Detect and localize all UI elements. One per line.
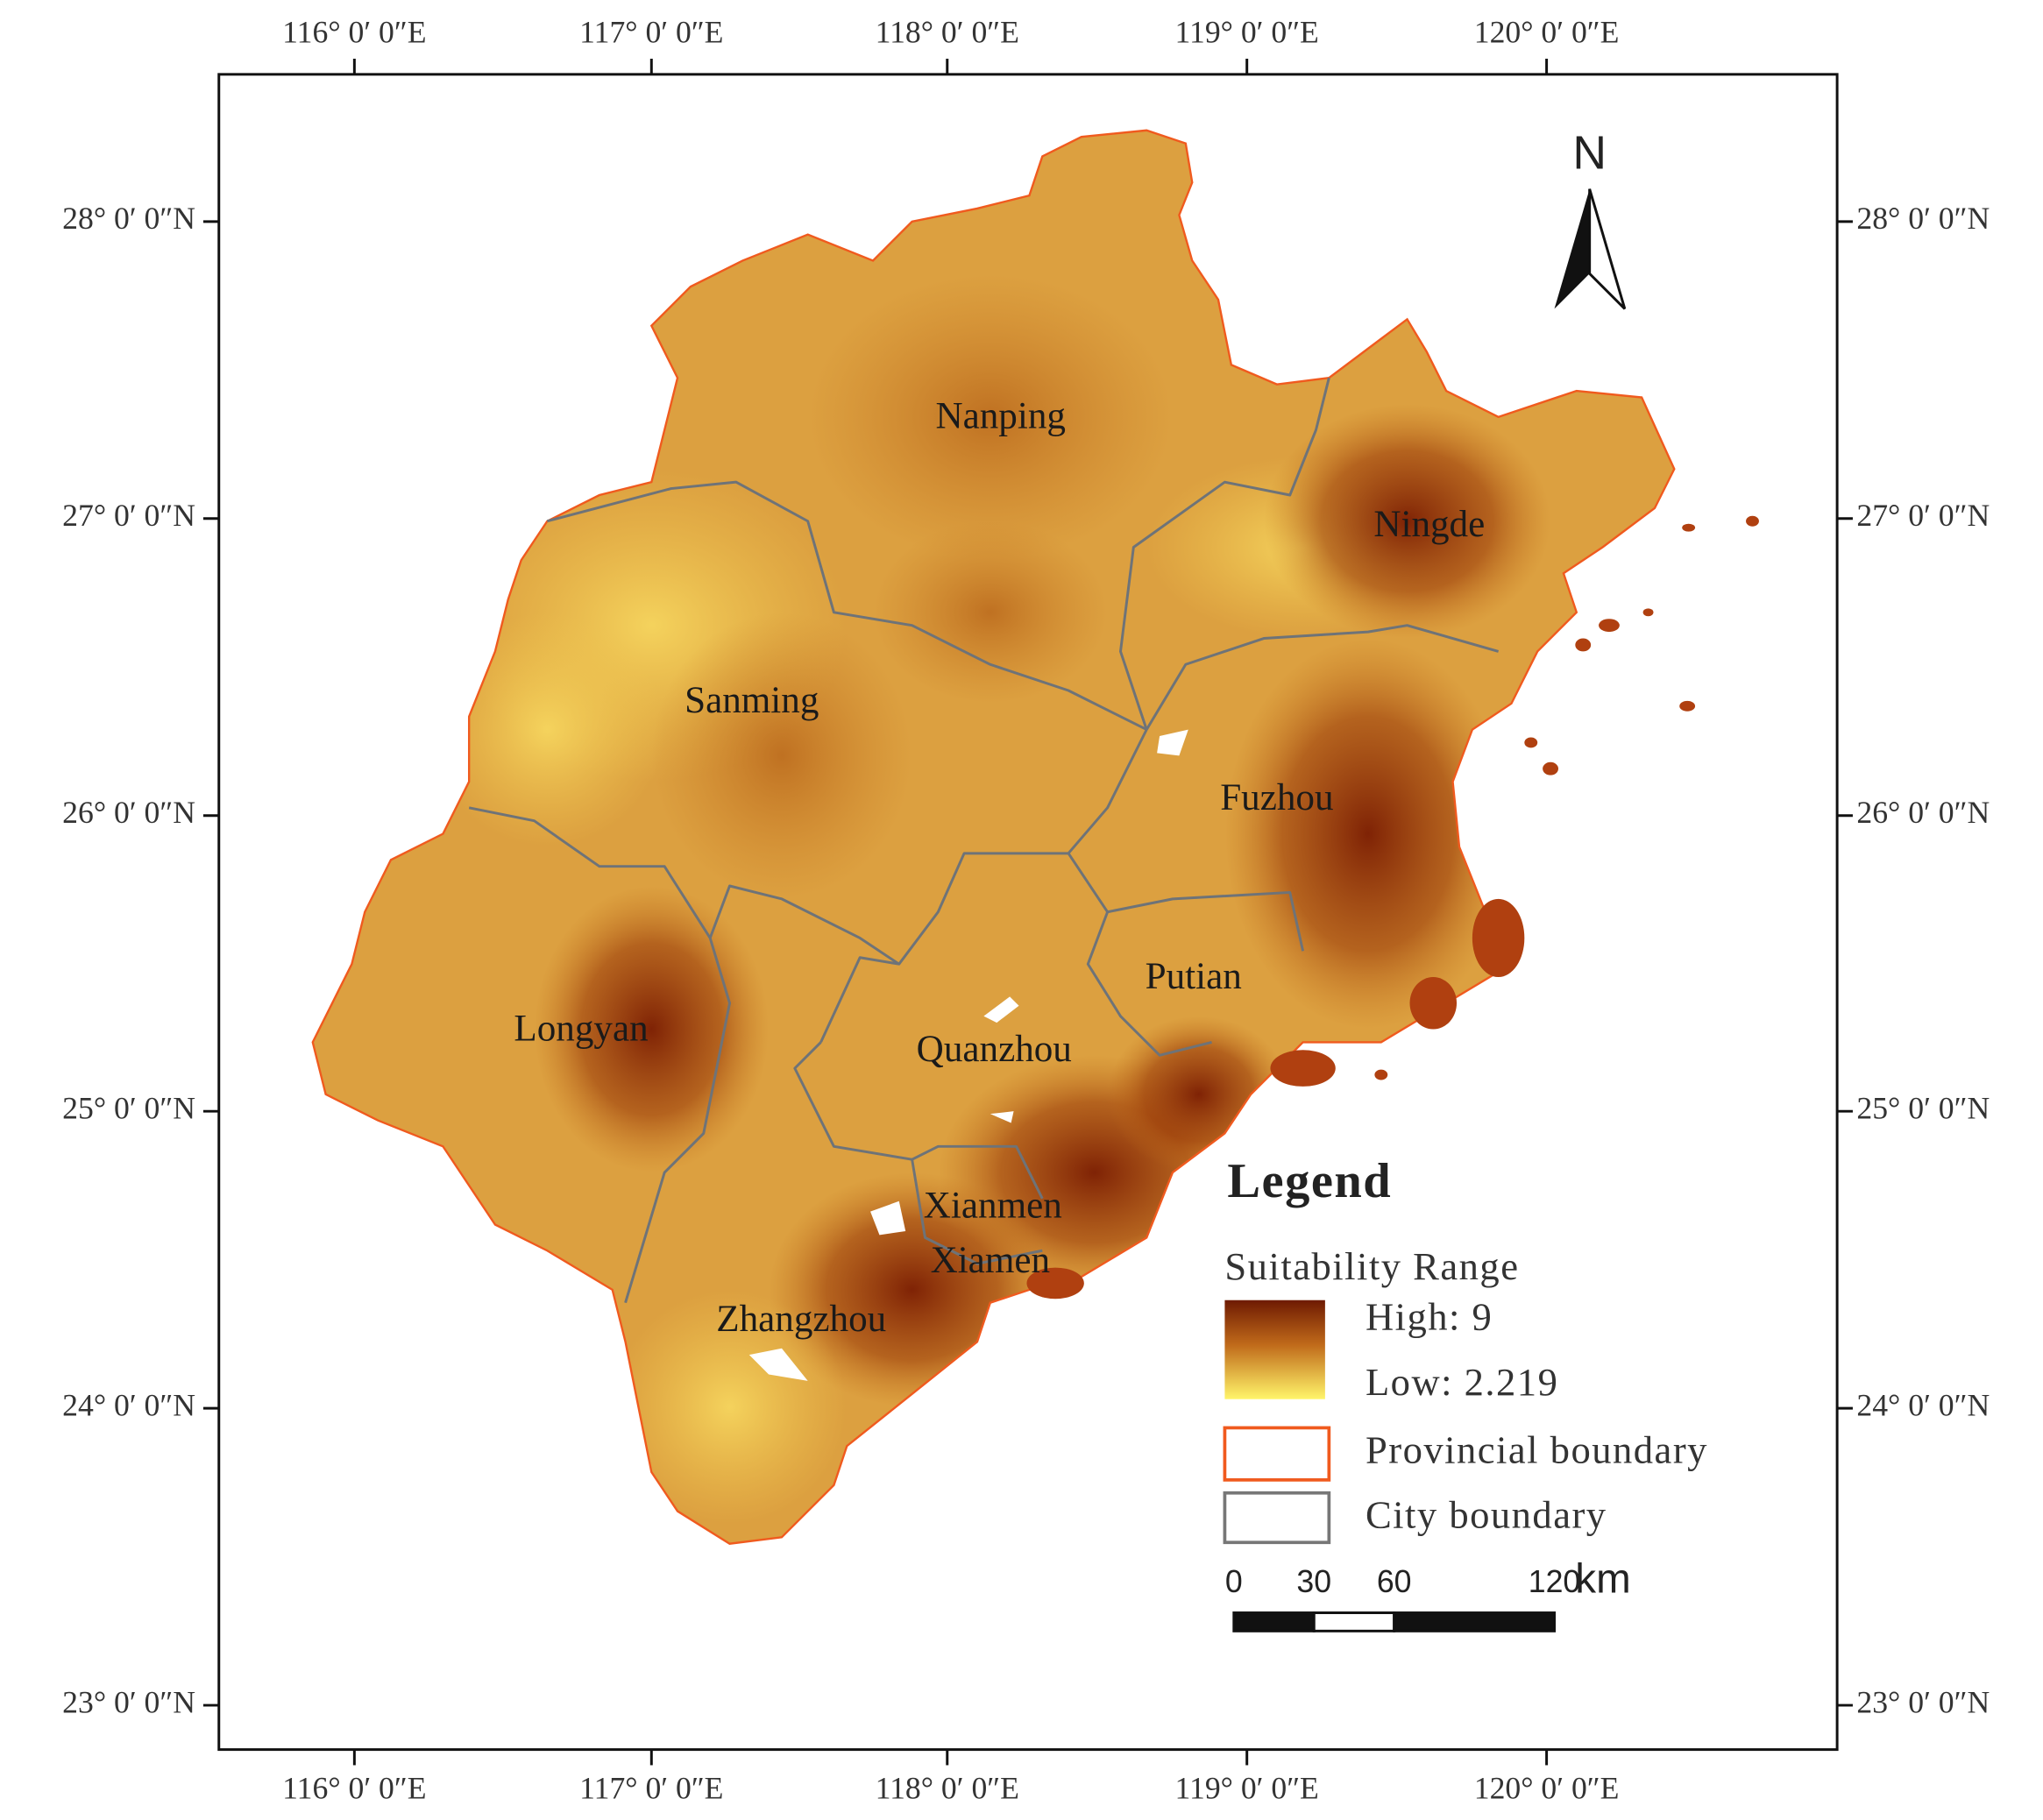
latitude-label: 28° 0′ 0″N <box>62 201 195 236</box>
legend-low: Low: 2.219 <box>1366 1360 1558 1404</box>
latitude-label: 24° 0′ 0″N <box>1856 1387 1990 1422</box>
legend-title: Legend <box>1227 1154 1392 1208</box>
scale-bar-label: 0 <box>1225 1564 1243 1599</box>
latitude-label: 26° 0′ 0″N <box>1856 795 1990 830</box>
north-label: N <box>1572 128 1607 180</box>
scale-bar-label: 60 <box>1377 1564 1412 1599</box>
city-label: Fuzhou <box>1220 777 1333 818</box>
city-label: Xianmen <box>924 1186 1062 1227</box>
latitude-label: 24° 0′ 0″N <box>62 1387 195 1422</box>
longitude-label: 116° 0′ 0″E <box>282 1770 426 1805</box>
latitude-label: 27° 0′ 0″N <box>62 498 195 533</box>
scale-bar-label: 120 <box>1529 1564 1581 1599</box>
legend-swatch-city <box>1223 1491 1331 1545</box>
city-label: Sanming <box>685 680 819 721</box>
scale-bar-segment <box>1393 1611 1557 1632</box>
scale-bar-segment <box>1232 1611 1316 1632</box>
legend-item: City boundary <box>1366 1493 1607 1537</box>
longitude-label: 119° 0′ 0″E <box>1175 14 1319 49</box>
city-label: Quanzhou <box>917 1029 1072 1070</box>
city-label: Putian <box>1146 956 1242 997</box>
latitude-label: 28° 0′ 0″N <box>1856 201 1990 236</box>
longitude-label: 116° 0′ 0″E <box>282 14 426 49</box>
longitude-label: 120° 0′ 0″E <box>1474 14 1620 49</box>
north-arrow: N <box>1554 128 1627 310</box>
latitude-label: 23° 0′ 0″N <box>62 1684 195 1719</box>
legend: Legend Suitability Range High: 9 Low: 2.… <box>1223 1154 1708 1545</box>
legend-gradient <box>1224 1299 1325 1399</box>
legend-item: Provincial boundary <box>1366 1427 1708 1471</box>
legend-high: High: 9 <box>1366 1295 1493 1339</box>
islands <box>1026 515 1759 1299</box>
scale-bar-label: 30 <box>1296 1564 1331 1599</box>
scale-bar-segment <box>1312 1611 1396 1632</box>
latitude-label: 27° 0′ 0″N <box>1856 498 1990 533</box>
city-boundaries <box>468 377 1500 1304</box>
longitude-label: 118° 0′ 0″E <box>876 14 1019 49</box>
latitude-label: 26° 0′ 0″N <box>62 795 195 830</box>
longitude-label: 120° 0′ 0″E <box>1474 1770 1620 1805</box>
legend-swatch-provincial <box>1223 1426 1331 1482</box>
latitude-label: 25° 0′ 0″N <box>1856 1090 1990 1125</box>
city-label: Xiamen <box>931 1240 1050 1281</box>
longitude-label: 119° 0′ 0″E <box>1175 1770 1319 1805</box>
latitude-label: 25° 0′ 0″N <box>62 1090 195 1125</box>
longitude-label: 117° 0′ 0″E <box>579 1770 723 1805</box>
city-label: Nanping <box>935 396 1065 437</box>
legend-gradient-title: Suitability Range <box>1224 1244 1519 1288</box>
scale-bar-unit: km <box>1575 1555 1630 1602</box>
longitude-label: 117° 0′ 0″E <box>579 14 723 49</box>
city-label: Zhangzhou <box>716 1299 886 1340</box>
city-label: Ningde <box>1373 504 1485 545</box>
longitude-label: 118° 0′ 0″E <box>876 1770 1019 1805</box>
latitude-label: 23° 0′ 0″N <box>1856 1684 1990 1719</box>
city-label: Longyan <box>514 1008 648 1049</box>
